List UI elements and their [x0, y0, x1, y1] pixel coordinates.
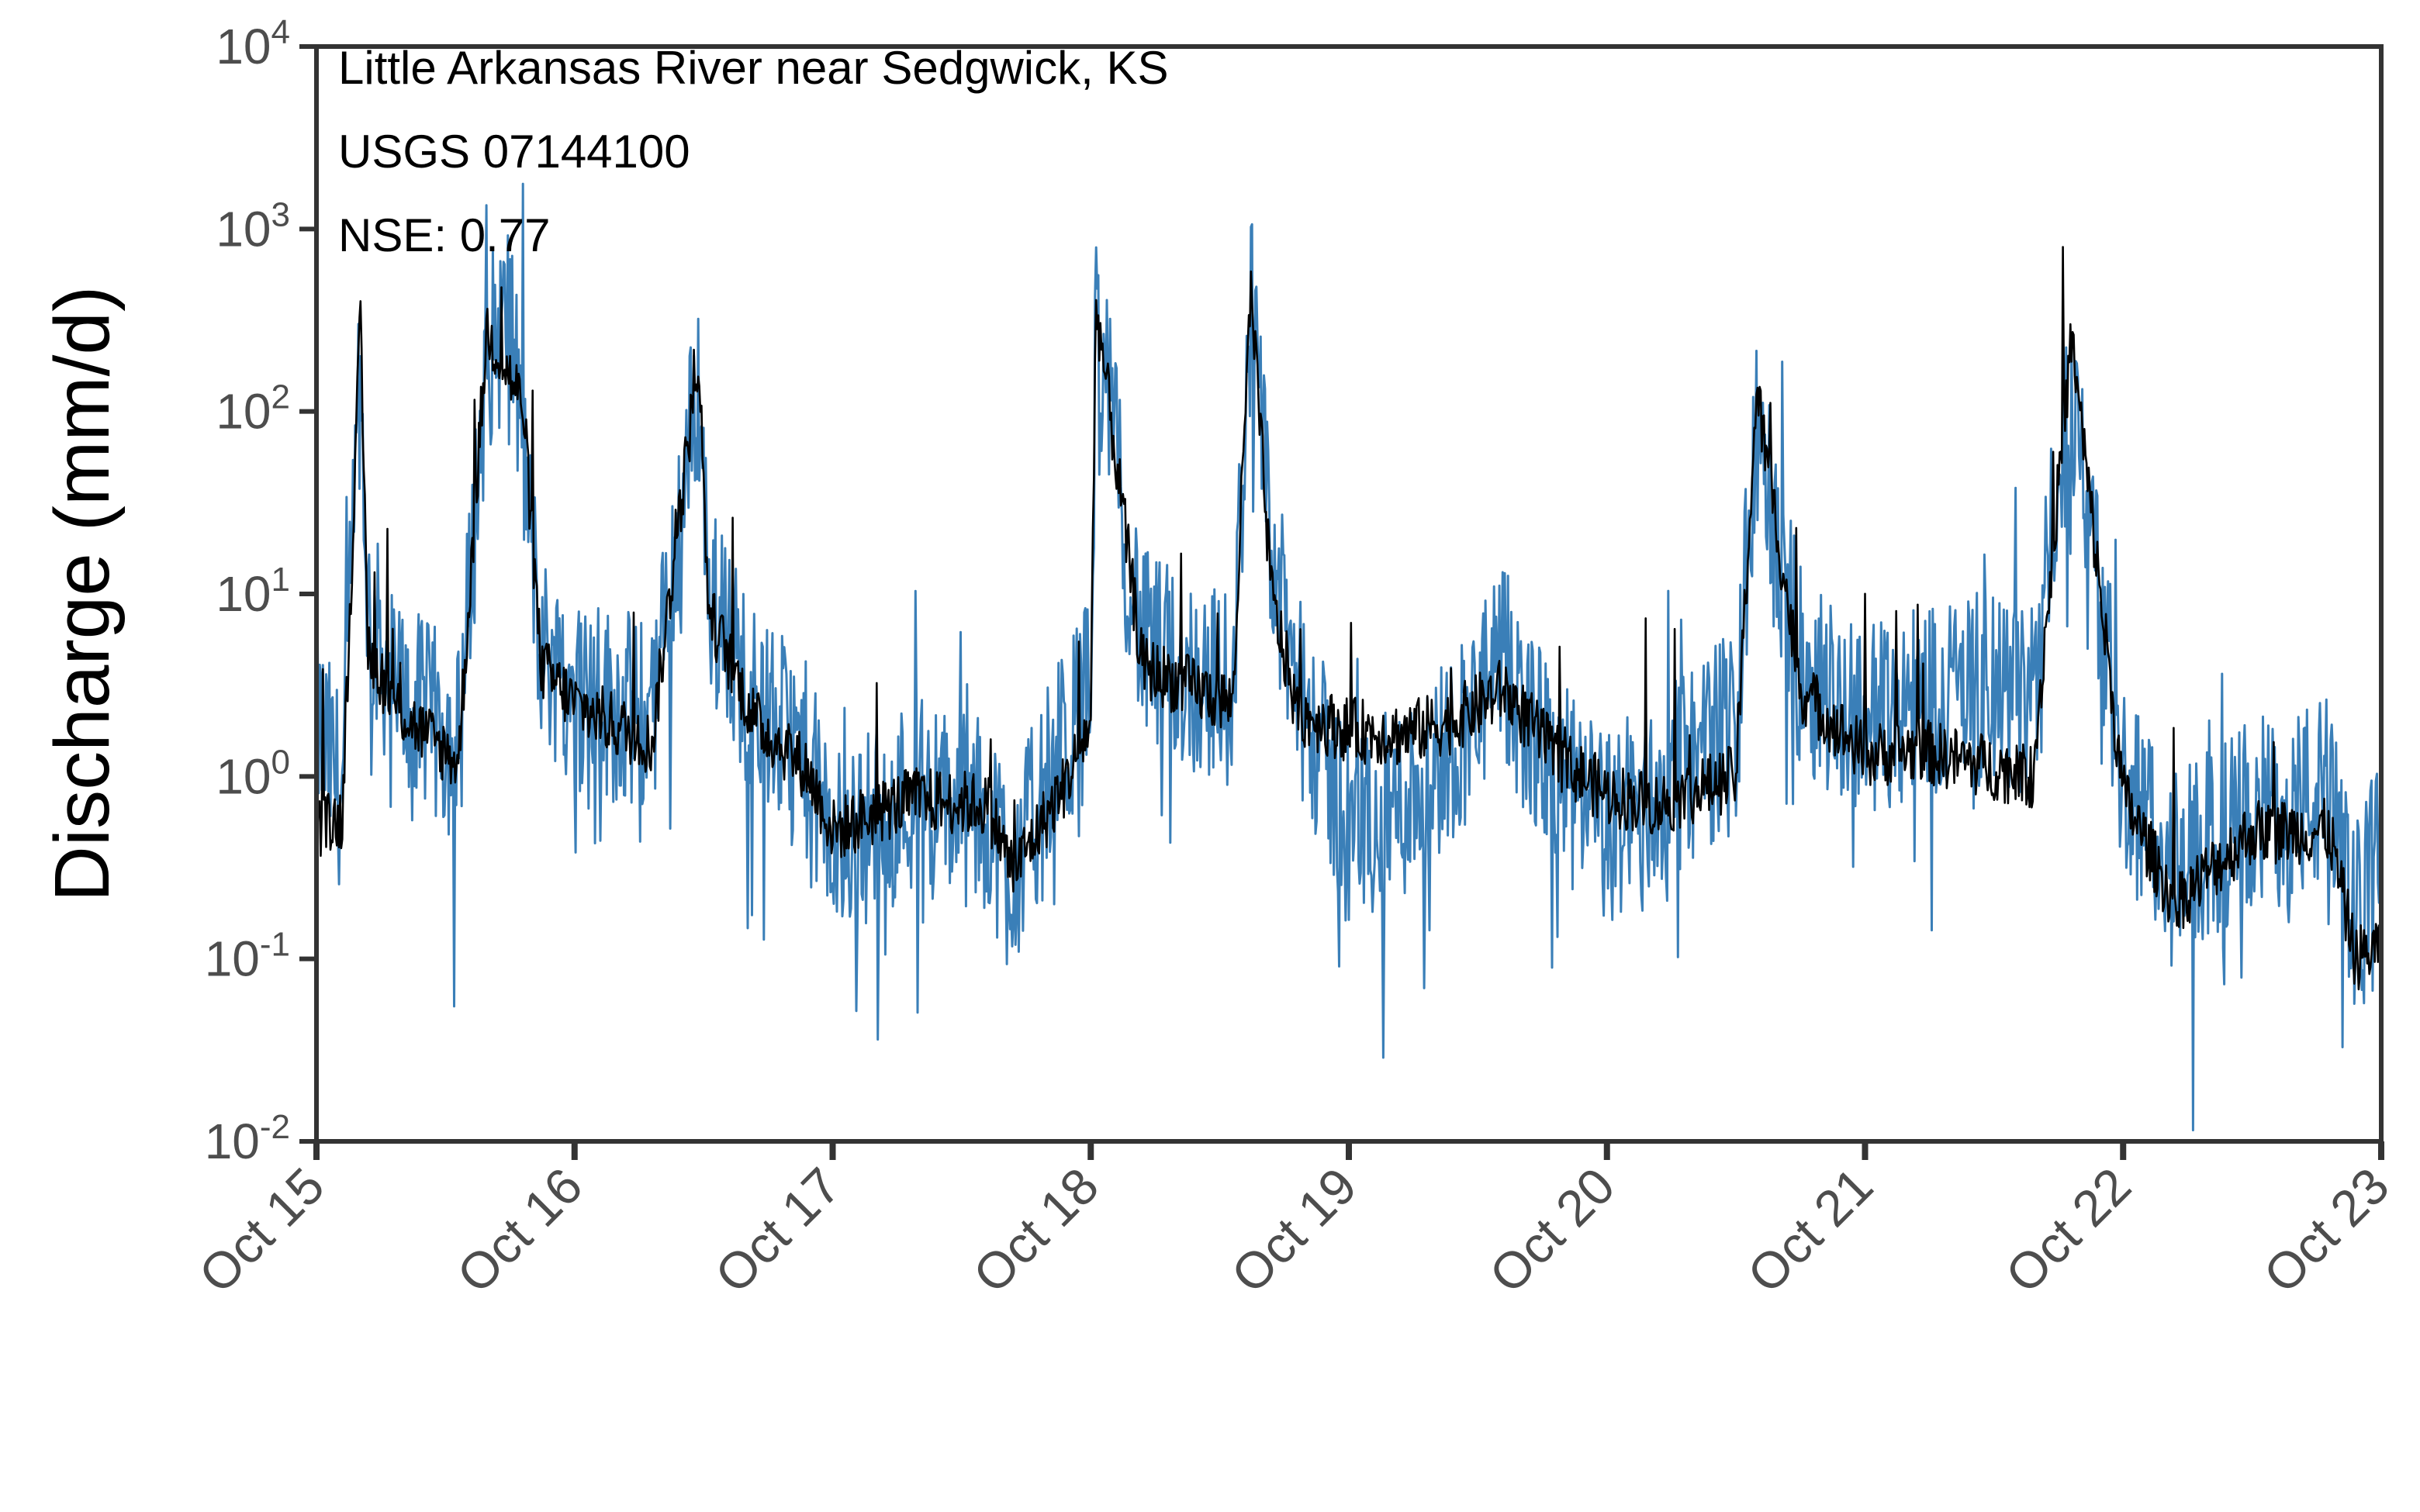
- y-tick-label: 104: [216, 13, 290, 74]
- x-tick-label: Oct 17: [704, 1157, 852, 1304]
- annotation-nse: NSE: 0.77: [338, 209, 551, 261]
- x-tick-label: Oct 19: [1220, 1157, 1367, 1304]
- y-tick-label: 10-1: [205, 926, 290, 987]
- annotation-station-id: USGS 07144100: [338, 126, 690, 178]
- y-tick-label: 101: [216, 561, 290, 622]
- x-tick-label: Oct 21: [1737, 1157, 1884, 1304]
- x-tick-label: Oct 15: [188, 1157, 335, 1304]
- y-tick-label: 100: [216, 743, 290, 804]
- y-tick-label: 103: [216, 195, 290, 257]
- y-tick-label: 10-2: [205, 1108, 290, 1169]
- series-simulated-line: [315, 182, 2383, 1132]
- x-tick-label: Oct 23: [2252, 1157, 2400, 1304]
- series-layer: [315, 182, 2383, 1132]
- y-tick-label: 102: [216, 378, 290, 440]
- x-tick-label: Oct 20: [1478, 1157, 1626, 1304]
- annotation-block: Little Arkansas River near Sedgwick, KS …: [338, 42, 1168, 261]
- y-axis: 10-2 10-1 100 101 102 103 104: [205, 13, 316, 1169]
- y-axis-label: Discharge (mm/d): [39, 286, 126, 903]
- plot-frame: [314, 44, 2384, 1144]
- series-observed-line: [315, 246, 2383, 991]
- x-tick-label: Oct 22: [1994, 1157, 2142, 1304]
- x-tick-label: Oct 16: [446, 1157, 593, 1304]
- x-tick-label: Oct 18: [962, 1157, 1109, 1304]
- annotation-site-name: Little Arkansas River near Sedgwick, KS: [338, 42, 1168, 94]
- x-axis: Oct 15 Oct 16 Oct 17 Oct 18 Oct 19 Oct 20 Oct …: [188, 1141, 2400, 1303]
